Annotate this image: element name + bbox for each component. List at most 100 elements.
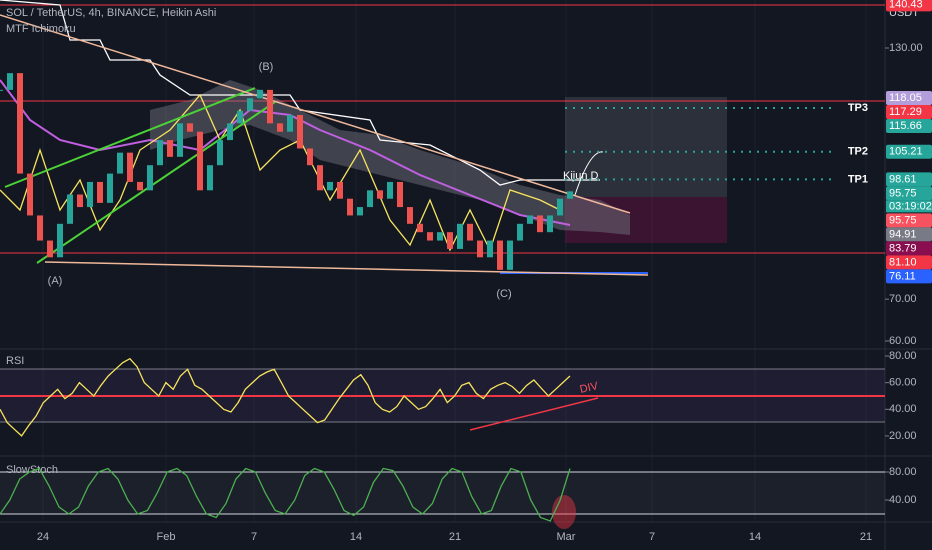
candle	[447, 232, 453, 249]
grid	[42, 0, 867, 522]
price-tag-label: 76.11	[889, 270, 916, 282]
y-tick-label: 40.00	[889, 403, 917, 415]
y-tick-label: 80.00	[889, 350, 917, 362]
x-tick-label: 7	[251, 531, 257, 543]
x-tick-label: 21	[449, 531, 461, 543]
indicator-title: MTF Ichimoku	[6, 23, 76, 35]
wave-label: (C)	[496, 288, 511, 300]
price-tag-label: 118.05	[889, 92, 922, 104]
price-tag	[886, 119, 932, 134]
price-tag-label: 117.29	[889, 106, 922, 118]
price-tag-label: 98.61	[889, 173, 917, 185]
candle	[537, 215, 543, 233]
candle	[297, 114, 303, 149]
pane-title: RSI	[6, 355, 24, 367]
candle	[247, 98, 253, 111]
loss-zone	[565, 197, 727, 243]
candle	[7, 73, 13, 90]
channel-line	[36, 101, 276, 264]
highlight	[552, 495, 576, 529]
y-tick-label: 80.00	[889, 466, 917, 478]
price-tag-label: 81.10	[889, 256, 917, 268]
x-tick-label: 14	[350, 531, 362, 543]
kijun-line	[0, 0, 600, 186]
price-tag-label: 95.75	[889, 214, 917, 226]
candle	[117, 152, 123, 174]
candle	[567, 191, 573, 199]
candle	[217, 140, 223, 166]
price-tag-label: 105.21	[889, 146, 923, 158]
candle	[517, 223, 523, 241]
candle	[257, 89, 263, 99]
price-tag	[886, 105, 932, 120]
candle	[167, 140, 173, 157]
candle	[357, 207, 363, 216]
price-tag-label: 140.43	[889, 0, 923, 10]
y-tick-label: 20.00	[889, 430, 917, 442]
x-tick-label: 14	[749, 531, 761, 543]
candle	[377, 190, 383, 199]
target-label: TP3	[848, 102, 868, 114]
price-tag	[886, 186, 932, 201]
candle	[147, 165, 153, 191]
price-tag	[886, 91, 932, 106]
price-tag	[886, 172, 932, 187]
candle	[557, 198, 563, 216]
candle	[157, 140, 163, 166]
y-tick-label: 60.00	[889, 377, 917, 389]
target-label: TP1	[848, 173, 868, 185]
y-tick-label: 130.00	[889, 42, 923, 54]
candle	[277, 123, 283, 132]
candle	[37, 215, 43, 241]
candle	[477, 240, 483, 258]
candle	[87, 181, 93, 208]
indicator-line	[0, 467, 571, 522]
x-tick-label: 21	[860, 531, 872, 543]
price-tag	[886, 241, 932, 256]
candle	[407, 207, 413, 224]
y-tick-label: 40.00	[889, 494, 917, 506]
candle	[57, 223, 63, 258]
price-tag-label: 83.79	[889, 242, 917, 254]
candle	[107, 173, 113, 203]
candle	[207, 165, 213, 191]
candle	[417, 223, 423, 233]
candle	[17, 73, 23, 174]
candle	[187, 123, 193, 132]
y-tick-label: 60.00	[889, 335, 917, 347]
x-tick-label: 24	[37, 531, 49, 543]
candle	[317, 165, 323, 191]
target-label: TP2	[848, 146, 868, 158]
divergence-line	[469, 397, 599, 431]
candle	[387, 181, 393, 199]
x-tick-label: 7	[649, 531, 655, 543]
candle	[197, 131, 203, 191]
x-tick-label: Mar	[557, 531, 576, 543]
lagging-span	[0, 93, 561, 252]
candle	[0, 89, 3, 91]
y-tick-label: 70.00	[889, 293, 917, 305]
candle	[327, 181, 333, 191]
channel-line	[4, 87, 256, 188]
candle	[97, 181, 103, 203]
candle	[27, 173, 33, 216]
arrow	[574, 151, 604, 196]
div-label: DIV	[579, 380, 600, 396]
candle	[287, 114, 293, 132]
candle	[307, 148, 313, 166]
candle	[137, 181, 143, 191]
candle	[77, 194, 83, 208]
symbol-title: SOL / TetherUS, 4h, BINANCE, Heikin Ashi	[6, 7, 216, 19]
wedge-line	[0, 14, 631, 214]
candle	[367, 190, 373, 208]
price-tag	[886, 0, 932, 12]
countdown-bg	[886, 200, 932, 213]
price-tag	[886, 255, 932, 270]
wave-label: (A)	[48, 275, 63, 287]
candle	[497, 240, 503, 270]
price-tag-label: 95.75	[889, 187, 917, 199]
candle	[47, 240, 53, 258]
pane-title: SlowStoch	[6, 464, 58, 476]
